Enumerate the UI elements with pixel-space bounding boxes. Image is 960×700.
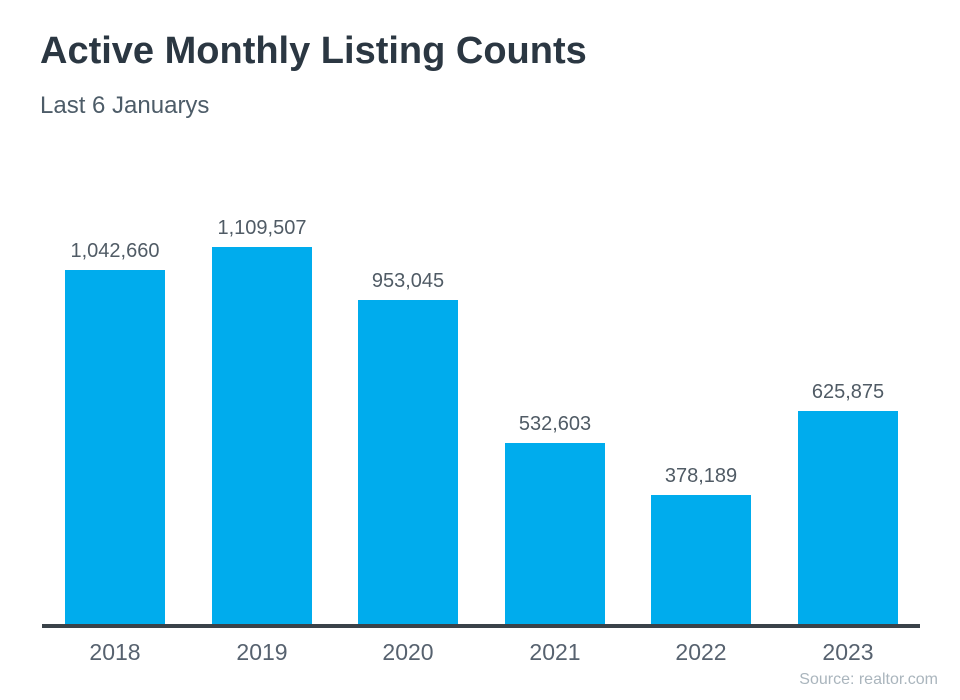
x-tick-label-2019: 2019	[236, 639, 288, 665]
bar-2022	[651, 495, 751, 624]
value-label-2021: 532,603	[518, 413, 592, 435]
x-tick-label-2020: 2020	[382, 639, 434, 665]
bar-2023	[798, 411, 898, 624]
x-tick-label-2023: 2023	[822, 639, 874, 665]
x-tick-label-2022: 2022	[675, 639, 727, 665]
value-label-2018: 1,042,660	[70, 240, 160, 262]
value-label-2023: 625,875	[811, 381, 885, 403]
source-attribution: Source: realtor.com	[799, 671, 938, 688]
bar-2019	[212, 247, 312, 624]
bar-2020	[358, 300, 458, 624]
x-tick-label-2018: 2018	[89, 639, 141, 665]
bar-2018	[65, 270, 165, 624]
x-axis-line	[42, 624, 920, 628]
bar-2021	[505, 443, 605, 624]
x-tick-label-2021: 2021	[529, 639, 581, 665]
value-label-2019: 1,109,507	[217, 217, 307, 239]
chart-subtitle: Last 6 Januarys	[40, 92, 210, 119]
value-label-2022: 378,189	[664, 465, 738, 487]
chart-title: Active Monthly Listing Counts	[40, 30, 587, 72]
value-label-2020: 953,045	[371, 270, 445, 292]
